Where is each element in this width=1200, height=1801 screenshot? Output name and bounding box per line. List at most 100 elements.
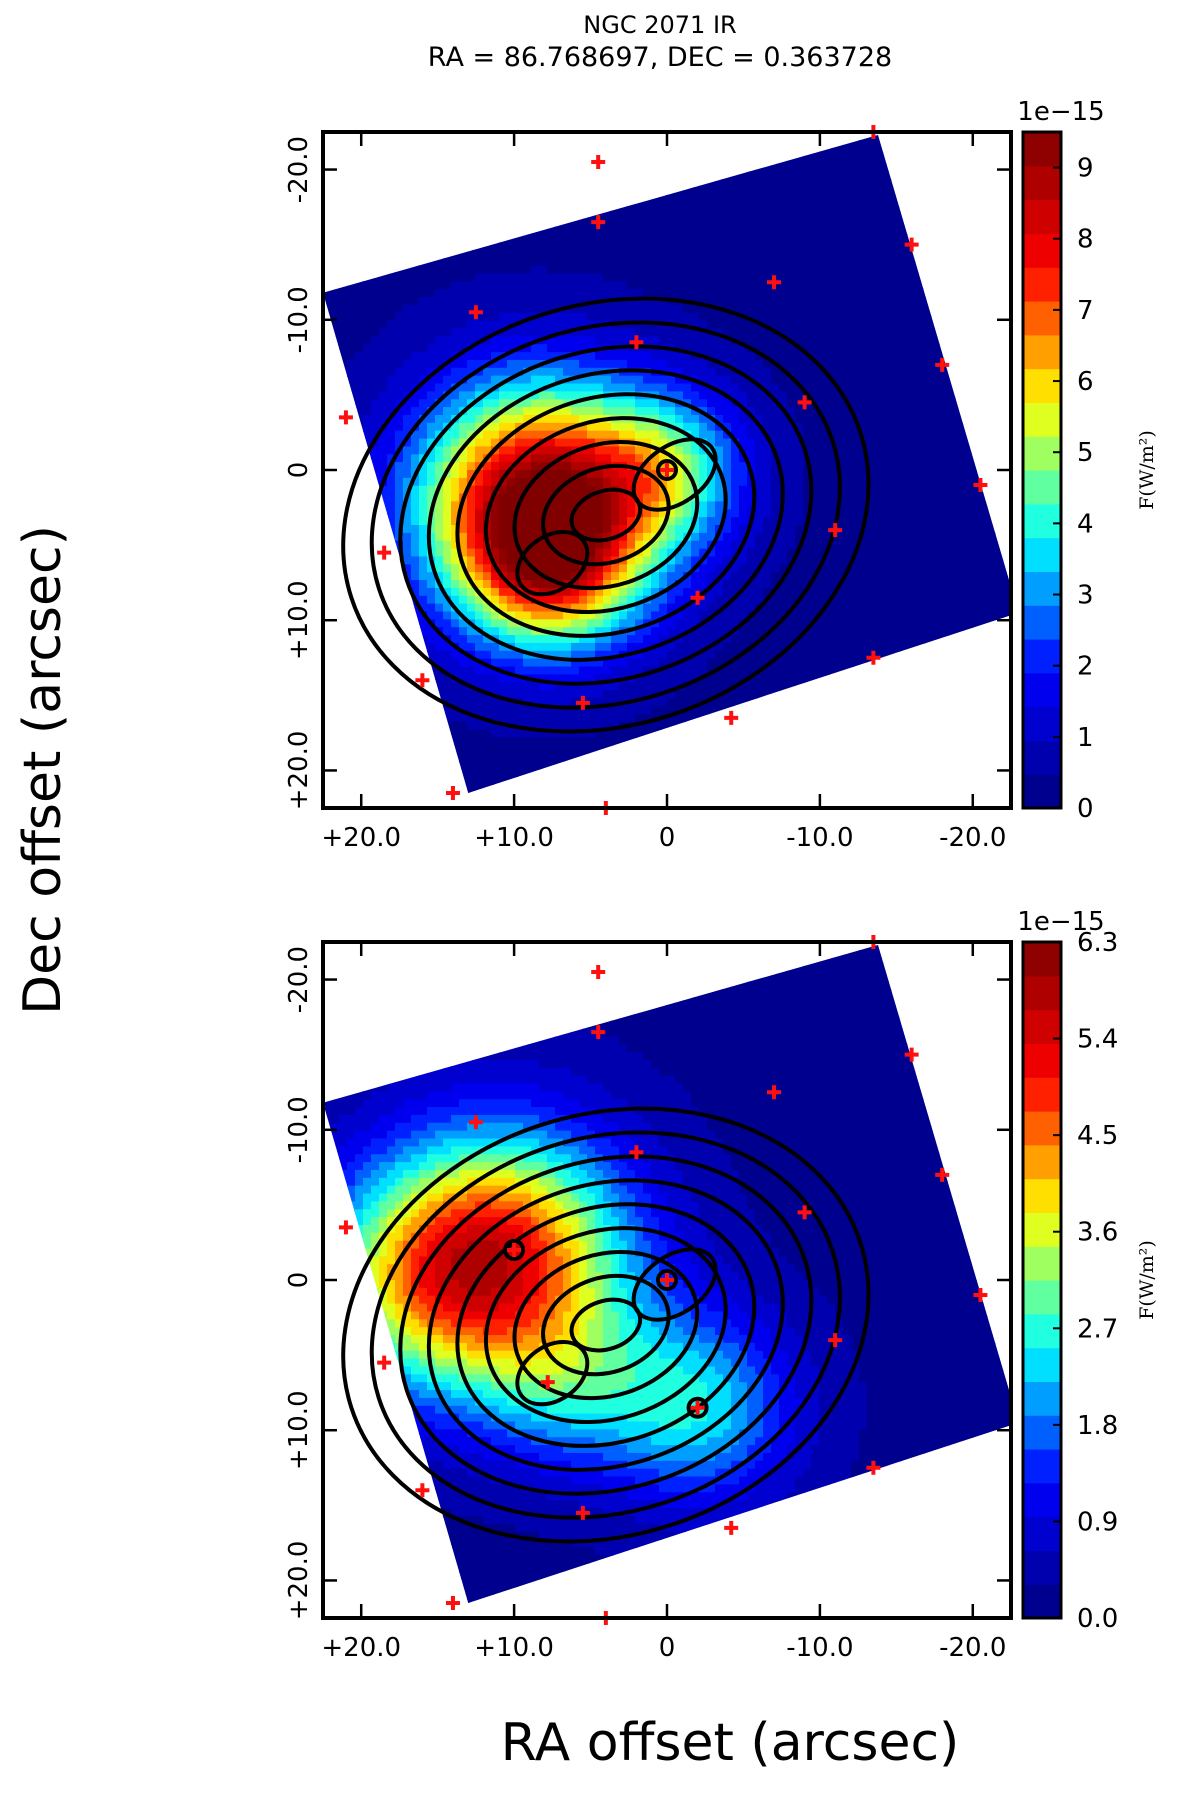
map-cell: [779, 525, 788, 534]
map-cell: [483, 752, 492, 762]
map-cell: [763, 226, 772, 235]
map-cell: [587, 470, 596, 479]
map-cell: [355, 265, 364, 275]
map-cell: [443, 179, 452, 188]
map-cell: [379, 784, 388, 793]
map-cell: [467, 509, 476, 518]
map-cell: [467, 501, 476, 510]
map-cell: [499, 336, 508, 345]
map-cell: [387, 776, 396, 786]
map-cell: [387, 635, 396, 644]
map-cell: [771, 249, 780, 259]
map-cell: [515, 658, 524, 668]
map-cell: [691, 312, 700, 322]
map-cell: [611, 477, 620, 487]
map-cell: [459, 257, 468, 267]
map-cell: [683, 485, 692, 495]
map-cell: [371, 344, 380, 353]
map-cell: [427, 422, 436, 432]
map-cell: [763, 690, 772, 699]
map-cell: [571, 179, 580, 188]
map-cell: [403, 187, 412, 196]
map-cell: [683, 147, 692, 157]
map-cell: [555, 218, 564, 227]
map-cell: [763, 540, 772, 550]
map-cell: [331, 611, 340, 620]
map-cell: [531, 509, 540, 518]
map-cell: [379, 501, 388, 510]
map-cell: [411, 273, 420, 282]
map-cell: [723, 375, 732, 385]
map-cell: [547, 737, 556, 746]
map-cell: [387, 682, 396, 691]
map-cell: [763, 493, 772, 503]
map-cell: [619, 509, 628, 518]
map-cell: [547, 171, 556, 180]
map-cell: [395, 179, 404, 188]
map-cell: [419, 187, 428, 196]
map-cell: [547, 768, 556, 778]
map-cell: [627, 572, 636, 581]
map-cell: [467, 595, 476, 605]
map-cell: [563, 540, 572, 550]
map-cell: [627, 383, 636, 392]
map-cell: [651, 627, 660, 636]
map-cell: [779, 194, 788, 204]
map-cell: [619, 776, 628, 786]
map-cell: [643, 375, 652, 385]
map-cell: [747, 328, 756, 337]
map-cell: [499, 454, 508, 463]
map-cell: [387, 147, 396, 157]
map-cell: [763, 532, 772, 542]
map-cell: [371, 430, 380, 440]
map-cell: [387, 202, 396, 212]
map-cell: [691, 642, 700, 652]
map-cell: [643, 281, 652, 290]
map-cell: [467, 234, 476, 243]
map-cell: [523, 564, 532, 573]
map-cell: [675, 556, 684, 565]
map-cell: [675, 226, 684, 235]
map-cell: [531, 289, 540, 298]
map-cell: [747, 619, 756, 628]
map-cell: [467, 721, 476, 730]
map-cell: [363, 155, 372, 165]
map-cell: [483, 320, 492, 330]
map-cell: [707, 289, 716, 298]
map-cell: [499, 556, 508, 565]
map-cell: [499, 249, 508, 259]
map-cell: [771, 784, 780, 793]
map-cell: [523, 501, 532, 510]
map-cell: [339, 745, 348, 754]
map-cell: [667, 525, 676, 534]
map-cell: [411, 784, 420, 793]
map-cell: [675, 194, 684, 204]
map-cell: [483, 776, 492, 786]
map-cell: [611, 752, 620, 762]
map-cell: [635, 674, 644, 683]
map-cell: [675, 249, 684, 259]
map-cell: [451, 682, 460, 691]
map-cell: [419, 745, 428, 754]
map-cell: [667, 407, 676, 416]
map-cell: [515, 713, 524, 723]
map-cell: [747, 697, 756, 707]
map-cell: [739, 509, 748, 518]
map-cell: [715, 501, 724, 510]
map-cell: [331, 430, 340, 440]
map-cell: [379, 737, 388, 746]
map-cell: [355, 635, 364, 644]
map-cell: [563, 289, 572, 298]
map-cell: [507, 336, 516, 345]
map-cell: [355, 242, 364, 251]
map-cell: [435, 234, 444, 243]
map-cell: [755, 344, 764, 353]
map-cell: [619, 257, 628, 267]
map-cell: [723, 320, 732, 330]
map-cell: [499, 477, 508, 487]
map-cell: [763, 304, 772, 314]
map-cell: [603, 336, 612, 345]
map-cell: [715, 139, 724, 149]
map-cell: [475, 509, 484, 518]
map-cell: [691, 257, 700, 267]
